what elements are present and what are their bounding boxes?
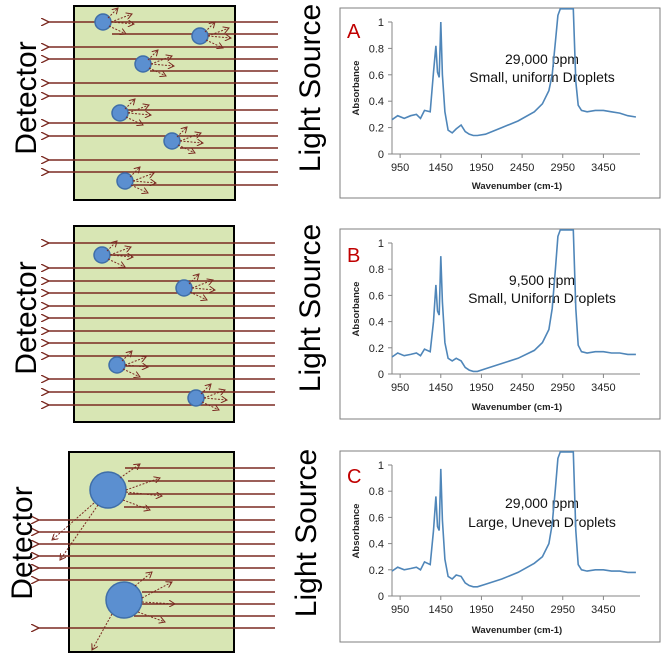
light-source-label: Light Source <box>294 4 327 172</box>
x-tick-label: 1950 <box>469 382 493 394</box>
spectrum-line <box>391 451 636 588</box>
droplet-description: Small, uniform Droplets <box>469 69 615 85</box>
droplets <box>93 241 227 410</box>
y-axis: 0 0.2 0.4 0.6 0.8 1 <box>369 460 393 603</box>
x-tick-label: 2450 <box>510 382 534 394</box>
x-axis: 950 1450 1950 2450 2950 3450 <box>391 373 640 394</box>
panel-letter: A <box>347 21 361 43</box>
y-axis: 0 0.2 0.4 0.6 0.8 1 <box>369 17 393 161</box>
droplet <box>191 22 231 48</box>
y-tick-label: 1 <box>378 460 384 472</box>
chart-frame <box>339 228 661 420</box>
y-axis-label: Absorbance <box>351 61 362 116</box>
y-tick-label: 0.2 <box>369 343 384 355</box>
panel-letter: C <box>347 466 361 488</box>
droplets <box>52 464 175 650</box>
light-rays <box>48 243 275 405</box>
droplet <box>175 274 215 300</box>
x-tick-label: 3450 <box>591 382 615 394</box>
concentration-label: 29,000 ppm <box>505 51 579 67</box>
chart-frame <box>339 450 661 643</box>
x-tick-label: 2950 <box>551 382 575 394</box>
light-source-label: Light Source <box>290 449 323 617</box>
droplet <box>52 464 162 560</box>
sample-diagram-b: Detector Light Source <box>10 224 327 423</box>
x-tick-label: 1450 <box>429 382 453 394</box>
panel-b: Detector Light Source B 9,500 ppm Small,… <box>10 224 661 423</box>
y-tick-label: 0.6 <box>369 290 384 302</box>
x-tick-label: 2950 <box>551 604 575 616</box>
x-tick-label: 3450 <box>591 162 615 174</box>
x-tick-label: 950 <box>391 162 409 174</box>
concentration-label: 29,000 ppm <box>505 495 579 511</box>
droplet <box>92 572 175 650</box>
x-axis-label: Wavenumber (cm-1) <box>472 181 562 192</box>
spectrum-line <box>391 229 636 373</box>
y-tick-label: 0.2 <box>369 565 384 577</box>
x-tick-label: 1450 <box>429 162 453 174</box>
y-tick-label: 0.2 <box>369 123 384 135</box>
x-tick-label: 2450 <box>510 604 534 616</box>
light-source-label: Light Source <box>294 224 327 392</box>
x-tick-label: 3450 <box>591 604 615 616</box>
concentration-label: 9,500 ppm <box>509 272 575 288</box>
droplet-description: Small, Uniform Droplets <box>468 290 616 306</box>
spectrum-line <box>391 8 637 137</box>
x-tick-label: 2950 <box>551 162 575 174</box>
y-tick-label: 0 <box>378 369 384 381</box>
spectrum-chart-b: B 9,500 ppm Small, Uniform Droplets 0 0.2… <box>339 228 661 420</box>
detector-label: Detector <box>10 261 43 374</box>
y-tick-label: 0.4 <box>369 96 384 108</box>
y-axis-label: Absorbance <box>351 504 362 559</box>
spectrum-chart-a: A 29,000 ppm Small, uniform Droplets 0 0.… <box>339 7 661 199</box>
droplet <box>111 99 151 125</box>
x-tick-label: 1950 <box>469 162 493 174</box>
y-tick-label: 0.8 <box>369 486 384 498</box>
spectrum-chart-c: C 29,000 ppm Large, Uneven Droplets 0 0.2… <box>339 450 661 643</box>
detector-label: Detector <box>6 486 39 599</box>
droplet-description: Large, Uneven Droplets <box>468 514 616 530</box>
y-tick-label: 0.8 <box>369 264 384 276</box>
y-axis-label: Absorbance <box>351 282 362 337</box>
x-tick-label: 1450 <box>429 604 453 616</box>
x-axis: 950 1450 1950 2450 2950 3450 <box>391 153 640 174</box>
light-rays <box>38 467 275 628</box>
panel-a: Detector Light Source A 29,000 ppm Small… <box>10 4 661 201</box>
y-tick-label: 0.6 <box>369 512 384 524</box>
y-tick-label: 1 <box>378 238 384 250</box>
chart-frame <box>339 7 661 199</box>
y-tick-label: 0 <box>378 591 384 603</box>
droplets <box>94 8 231 193</box>
droplet <box>163 127 203 153</box>
y-tick-label: 0.6 <box>369 70 384 82</box>
droplet <box>108 351 148 377</box>
x-tick-label: 950 <box>391 604 409 616</box>
detector-label: Detector <box>10 41 43 154</box>
x-tick-label: 1950 <box>469 604 493 616</box>
panel-letter: B <box>347 245 360 267</box>
x-tick-label: 2450 <box>510 162 534 174</box>
y-tick-label: 0 <box>378 149 384 161</box>
droplet <box>134 50 174 76</box>
y-tick-label: 0.8 <box>369 43 384 55</box>
x-axis-label: Wavenumber (cm-1) <box>472 402 562 413</box>
droplet <box>93 241 133 267</box>
y-tick-label: 0.4 <box>369 539 384 551</box>
x-axis-label: Wavenumber (cm-1) <box>472 625 562 636</box>
droplet <box>94 8 134 34</box>
droplet <box>116 167 156 193</box>
y-axis: 0 0.2 0.4 0.6 0.8 1 <box>369 238 393 381</box>
panel-c: Detector Light Source C 29,000 ppm Large… <box>6 449 661 653</box>
y-tick-label: 1 <box>378 17 384 29</box>
droplet <box>187 384 227 410</box>
y-tick-label: 0.4 <box>369 317 384 329</box>
x-axis: 950 1450 1950 2450 2950 3450 <box>391 595 640 616</box>
sample-diagram-c: Detector Light Source <box>6 449 323 653</box>
x-tick-label: 950 <box>391 382 409 394</box>
sample-diagram-a: Detector Light Source <box>10 4 327 201</box>
sample-box <box>73 5 236 201</box>
